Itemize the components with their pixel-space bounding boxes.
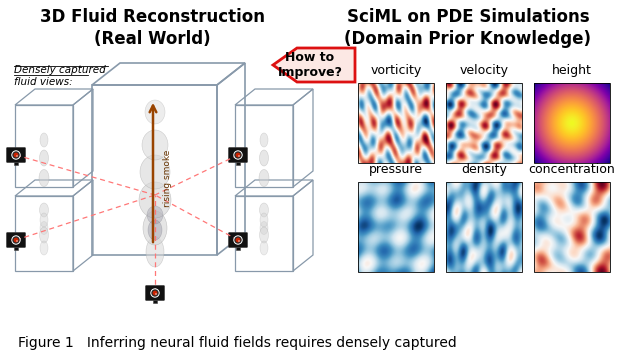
Bar (14, 162, 18, 165)
Text: pressure: pressure (369, 163, 423, 176)
Ellipse shape (143, 211, 167, 245)
FancyBboxPatch shape (228, 147, 248, 162)
Ellipse shape (260, 213, 268, 227)
Bar (14, 246, 18, 250)
Circle shape (234, 236, 242, 244)
Ellipse shape (259, 169, 269, 187)
Ellipse shape (40, 133, 48, 147)
Bar (236, 246, 240, 250)
Text: Figure 1   Inferring neural fluid fields requires densely captured: Figure 1 Inferring neural fluid fields r… (18, 336, 457, 350)
Ellipse shape (40, 241, 48, 255)
Bar (153, 299, 157, 303)
Ellipse shape (147, 206, 163, 224)
Bar (446, 83, 522, 163)
Ellipse shape (40, 150, 49, 166)
Ellipse shape (39, 169, 49, 187)
Circle shape (12, 236, 20, 244)
Ellipse shape (260, 221, 268, 235)
Circle shape (236, 237, 241, 242)
Text: height: height (552, 64, 592, 77)
Circle shape (13, 153, 19, 157)
FancyBboxPatch shape (145, 286, 164, 300)
Bar (236, 162, 240, 165)
Ellipse shape (148, 220, 162, 240)
Circle shape (236, 153, 241, 157)
FancyBboxPatch shape (228, 232, 248, 247)
Text: vorticity: vorticity (371, 64, 422, 77)
Text: 3D Fluid Reconstruction
(Real World): 3D Fluid Reconstruction (Real World) (40, 8, 264, 48)
Text: SciML on PDE Simulations
(Domain Prior Knowledge): SciML on PDE Simulations (Domain Prior K… (344, 8, 591, 48)
Ellipse shape (139, 182, 171, 218)
Ellipse shape (40, 203, 49, 217)
Ellipse shape (40, 221, 48, 235)
Bar (446, 182, 522, 272)
Ellipse shape (259, 227, 269, 243)
Bar (358, 83, 434, 163)
Ellipse shape (40, 227, 49, 243)
Ellipse shape (260, 241, 268, 255)
Circle shape (234, 151, 242, 159)
FancyBboxPatch shape (6, 232, 26, 247)
Circle shape (238, 240, 240, 242)
FancyArrow shape (273, 48, 355, 82)
Text: Densely captured
fluid views:: Densely captured fluid views: (14, 65, 106, 87)
Ellipse shape (260, 133, 268, 147)
Ellipse shape (142, 130, 168, 160)
Bar (534, 182, 610, 272)
Text: density: density (461, 163, 507, 176)
Circle shape (156, 293, 157, 295)
FancyBboxPatch shape (6, 147, 26, 162)
Circle shape (13, 237, 19, 242)
Text: How to
Improve?: How to Improve? (278, 51, 342, 79)
Ellipse shape (259, 203, 269, 217)
Bar (534, 83, 610, 163)
Ellipse shape (259, 150, 269, 166)
Circle shape (151, 289, 159, 297)
Circle shape (152, 290, 157, 295)
Text: concentration: concentration (529, 163, 616, 176)
Ellipse shape (145, 100, 165, 124)
Ellipse shape (140, 155, 170, 189)
Circle shape (16, 240, 18, 242)
Ellipse shape (146, 237, 164, 267)
Bar (358, 182, 434, 272)
Ellipse shape (40, 213, 48, 227)
Circle shape (12, 151, 20, 159)
Circle shape (16, 155, 18, 157)
Text: velocity: velocity (460, 64, 509, 77)
Circle shape (238, 155, 240, 157)
Text: rising smoke: rising smoke (163, 149, 172, 207)
